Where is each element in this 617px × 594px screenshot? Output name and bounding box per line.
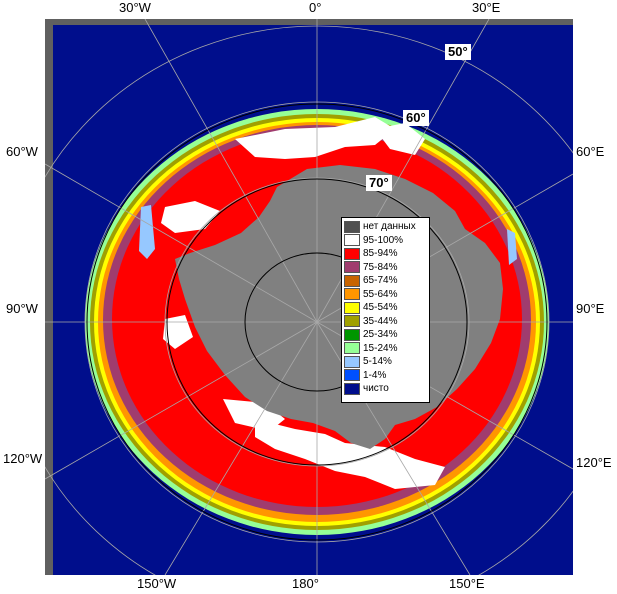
meridian-60w (45, 163, 318, 323)
polynya-west-ross (139, 205, 155, 259)
meridian-150w (164, 321, 318, 575)
sea-ice-map (45, 19, 573, 575)
legend-swatch (344, 301, 360, 314)
ice-patch-south (255, 419, 445, 489)
legend-swatch (344, 382, 360, 395)
legend-swatch (344, 328, 360, 341)
legend-item: 45-54% (344, 301, 427, 315)
lon-label-120e-right: 120°E (576, 455, 612, 470)
lon-label-120w-left: 120°W (3, 451, 43, 466)
legend-label: 85-94% (363, 248, 398, 260)
legend: нет данных 95-100% 85-94% 75-84% 65-74% 55-64… (341, 217, 430, 403)
map-frame: 50° 60° 70° (45, 19, 573, 575)
legend-swatch (344, 315, 360, 328)
legend-label: 1-4% (363, 369, 387, 381)
lon-label-60e-right: 60°E (576, 144, 605, 159)
ice-patch-west (163, 315, 193, 349)
legend-item: нет данных (344, 220, 427, 234)
legend-swatch (344, 247, 360, 260)
lon-label-90w-left: 90°W (6, 301, 38, 316)
polynya-east (507, 229, 517, 265)
legend-label: нет данных (363, 221, 416, 233)
legend-item: 1-4% (344, 369, 427, 383)
lon-label-30e-top: 30°E (472, 0, 501, 15)
legend-swatch (344, 261, 360, 274)
legend-item: 55-64% (344, 288, 427, 302)
legend-swatch (344, 274, 360, 287)
latitude-circle-70-dark (166, 178, 468, 466)
legend-item: 75-84% (344, 261, 427, 275)
legend-item: 85-94% (344, 247, 427, 261)
lon-label-150w-bottom: 150°W (137, 576, 177, 591)
legend-label: 5-14% (363, 356, 392, 368)
legend-label: 65-74% (363, 275, 398, 287)
ice-patch-north (235, 117, 395, 159)
map-left-border (45, 19, 53, 575)
legend-label: 95-100% (363, 234, 404, 246)
latitude-label-50: 50° (445, 44, 471, 60)
legend-item: 25-34% (344, 328, 427, 342)
legend-swatch (344, 369, 360, 382)
lon-label-0-top: 0° (309, 0, 322, 15)
meridian-30w (144, 19, 318, 323)
legend-swatch (344, 355, 360, 368)
ice-patch-northeast (375, 123, 425, 155)
legend-label: 15-24% (363, 342, 398, 354)
legend-item: чисто (344, 382, 427, 396)
graticule (45, 19, 573, 575)
legend-swatch (344, 342, 360, 355)
legend-label: 75-84% (363, 261, 398, 273)
legend-swatch (344, 288, 360, 301)
legend-label: 55-64% (363, 288, 398, 300)
legend-label: 45-54% (363, 302, 398, 314)
latitude-label-60: 60° (403, 110, 429, 126)
legend-item: 5-14% (344, 355, 427, 369)
legend-item: 95-100% (344, 234, 427, 248)
map-top-border (45, 19, 573, 25)
legend-swatch (344, 220, 360, 233)
latitude-circle-60-dark (86, 103, 548, 541)
legend-item: 15-24% (344, 342, 427, 356)
lon-label-60w-left: 60°W (6, 144, 38, 159)
lon-label-180-bottom: 180° (292, 576, 319, 591)
legend-swatch (344, 234, 360, 247)
lon-label-150e-bottom: 150°E (449, 576, 485, 591)
legend-label: 25-34% (363, 329, 398, 341)
ice-low-concentration (139, 205, 517, 265)
legend-label: 35-44% (363, 315, 398, 327)
legend-item: 35-44% (344, 315, 427, 329)
legend-item: 65-74% (344, 274, 427, 288)
latitude-label-70: 70° (366, 175, 392, 191)
legend-label: чисто (363, 383, 389, 395)
meridian-120w (45, 321, 318, 480)
ice-patch-northwest (161, 201, 220, 233)
lon-label-90e-right: 90°E (576, 301, 605, 316)
lon-label-30w-top: 30°W (119, 0, 151, 15)
